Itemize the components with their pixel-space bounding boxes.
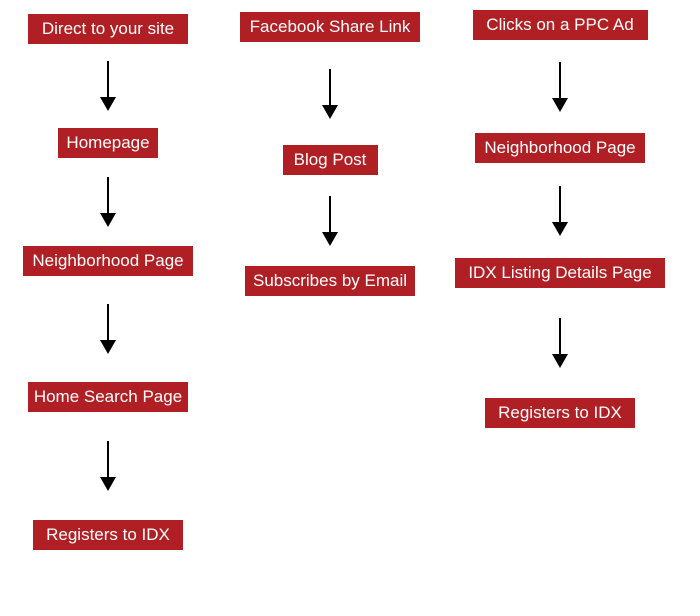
flow-node-n-blog: Blog Post	[283, 145, 378, 175]
flow-arrow	[100, 304, 116, 354]
flow-node-n-nbhd2: Neighborhood Page	[475, 133, 645, 163]
flow-arrow	[552, 62, 568, 112]
flow-arrow	[552, 186, 568, 236]
flow-arrow	[100, 177, 116, 227]
flow-node-n-idx: IDX Listing Details Page	[455, 258, 665, 288]
flow-arrow	[322, 69, 338, 119]
flow-arrow	[100, 441, 116, 491]
flow-node-n-fb: Facebook Share Link	[240, 12, 420, 42]
flow-node-n-home: Homepage	[58, 128, 158, 158]
flow-arrow	[100, 61, 116, 111]
flow-node-n-reg2: Registers to IDX	[485, 398, 635, 428]
flow-node-n-sub: Subscribes by Email	[245, 266, 415, 296]
flow-node-n-ppc: Clicks on a PPC Ad	[473, 10, 648, 40]
flow-arrow	[322, 196, 338, 246]
flow-node-n-search: Home Search Page	[28, 382, 188, 412]
flow-node-n-reg1: Registers to IDX	[33, 520, 183, 550]
flow-arrow	[552, 318, 568, 368]
flow-node-n-nbhd1: Neighborhood Page	[23, 246, 193, 276]
flow-node-n-direct: Direct to your site	[28, 14, 188, 44]
